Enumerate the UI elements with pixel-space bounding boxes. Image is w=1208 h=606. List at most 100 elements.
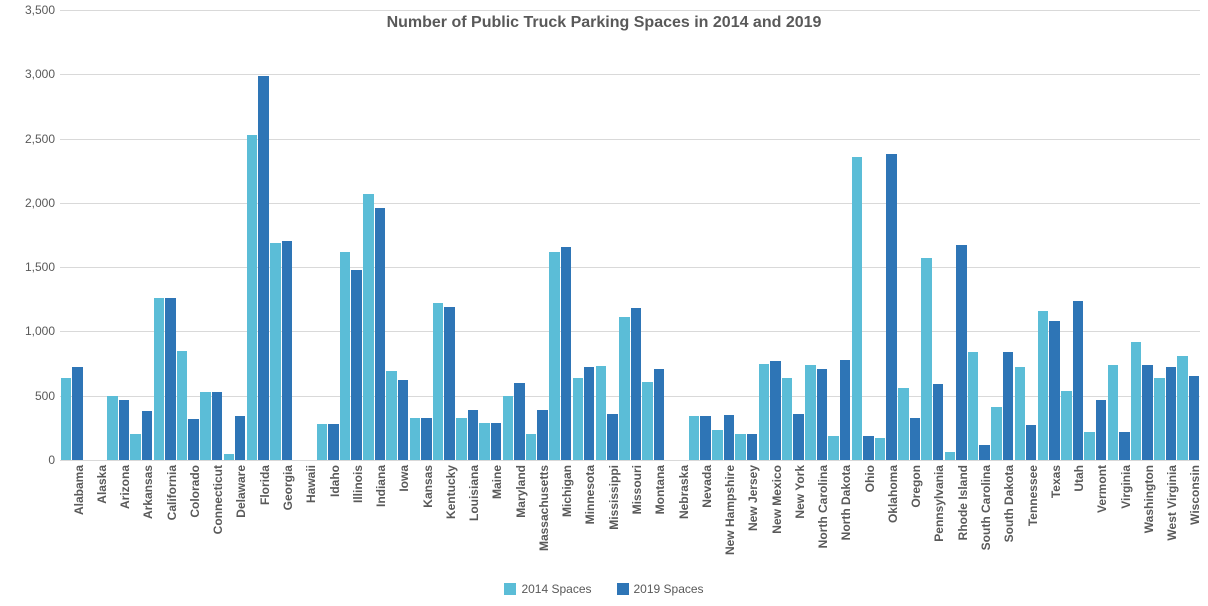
- state-bar-group: [60, 10, 83, 460]
- bar-2019: [421, 418, 431, 460]
- bar-2014: [1061, 391, 1071, 460]
- state-bar-group: [828, 10, 851, 460]
- bar-2019: [654, 369, 664, 460]
- bar-2019: [72, 367, 82, 460]
- bar-2019: [933, 384, 943, 460]
- bar-2019: [188, 419, 198, 460]
- bar-2019: [747, 434, 757, 460]
- bar-2014: [317, 424, 327, 460]
- bar-2019: [793, 414, 803, 460]
- state-bar-group: [898, 10, 921, 460]
- state-bar-group: [572, 10, 595, 460]
- bar-2014: [642, 382, 652, 460]
- y-tick-label: 500: [10, 389, 55, 403]
- bar-2014: [852, 157, 862, 460]
- state-bar-group: [851, 10, 874, 460]
- bar-2014: [224, 454, 234, 460]
- bar-2019: [817, 369, 827, 460]
- state-bar-group: [269, 10, 292, 460]
- y-tick-label: 1,500: [10, 260, 55, 274]
- bar-2019: [700, 416, 710, 460]
- state-bar-group: [176, 10, 199, 460]
- bar-2019: [491, 423, 501, 460]
- state-bar-group: [223, 10, 246, 460]
- y-tick-label: 0: [10, 453, 55, 467]
- state-bar-group: [944, 10, 967, 460]
- bar-2019: [282, 241, 292, 460]
- bar-2014: [1038, 311, 1048, 460]
- bar-2014: [154, 298, 164, 460]
- bar-2014: [410, 418, 420, 460]
- state-bar-group: [688, 10, 711, 460]
- legend-item-2014: 2014 Spaces: [504, 582, 591, 596]
- state-bar-group: [595, 10, 618, 460]
- y-tick-label: 2,000: [10, 196, 55, 210]
- bar-2014: [1015, 367, 1025, 460]
- state-bar-group: [479, 10, 502, 460]
- bar-2014: [386, 371, 396, 460]
- state-bar-group: [549, 10, 572, 460]
- bar-2014: [735, 434, 745, 460]
- bar-2019: [351, 270, 361, 460]
- state-bar-group: [642, 10, 665, 460]
- state-bar-group: [130, 10, 153, 460]
- state-bar-group: [456, 10, 479, 460]
- legend-swatch-2019: [617, 583, 629, 595]
- bar-2014: [759, 364, 769, 460]
- bar-2019: [142, 411, 152, 460]
- bar-2014: [433, 303, 443, 460]
- y-tick-label: 3,500: [10, 3, 55, 17]
- bar-2014: [689, 416, 699, 460]
- bar-2019: [910, 418, 920, 460]
- bar-2019: [561, 247, 571, 460]
- bar-2019: [514, 383, 524, 460]
- bar-2014: [340, 252, 350, 460]
- bar-2014: [921, 258, 931, 460]
- bar-2019: [1119, 432, 1129, 460]
- state-bar-group: [874, 10, 897, 460]
- bar-2014: [945, 452, 955, 460]
- state-bar-group: [618, 10, 641, 460]
- state-bar-group: [1107, 10, 1130, 460]
- bar-2014: [968, 352, 978, 460]
- bar-2014: [1131, 342, 1141, 460]
- bar-2019: [863, 436, 873, 460]
- bar-2014: [130, 434, 140, 460]
- plot-area: 05001,0001,5002,0002,5003,0003,500: [60, 10, 1200, 460]
- state-bar-group: [1153, 10, 1176, 460]
- state-bar-group: [758, 10, 781, 460]
- bar-2019: [956, 245, 966, 460]
- bar-2014: [503, 396, 513, 460]
- bar-2019: [235, 416, 245, 460]
- state-bar-group: [1177, 10, 1200, 460]
- bar-2019: [1073, 301, 1083, 460]
- state-bar-group: [432, 10, 455, 460]
- bar-2014: [549, 252, 559, 460]
- bar-2014: [573, 378, 583, 460]
- bar-2014: [61, 378, 71, 460]
- bar-2019: [840, 360, 850, 460]
- bar-2014: [1177, 356, 1187, 460]
- bar-2019: [1166, 367, 1176, 460]
- bar-2019: [328, 424, 338, 460]
- state-bar-group: [293, 10, 316, 460]
- state-bar-group: [1060, 10, 1083, 460]
- y-tick-label: 3,000: [10, 67, 55, 81]
- bar-2014: [247, 135, 257, 460]
- bar-2014: [456, 418, 466, 460]
- state-bar-group: [246, 10, 269, 460]
- state-bar-group: [991, 10, 1014, 460]
- state-bar-group: [83, 10, 106, 460]
- bar-2014: [526, 434, 536, 460]
- bar-2019: [212, 392, 222, 460]
- bar-2014: [991, 407, 1001, 460]
- legend-label-2019: 2019 Spaces: [634, 582, 704, 596]
- state-bar-group: [1084, 10, 1107, 460]
- bar-2014: [1108, 365, 1118, 460]
- bar-2019: [119, 400, 129, 460]
- state-bar-group: [1014, 10, 1037, 460]
- bar-2014: [782, 378, 792, 460]
- bar-2019: [770, 361, 780, 460]
- bar-2019: [398, 380, 408, 460]
- state-bar-group: [805, 10, 828, 460]
